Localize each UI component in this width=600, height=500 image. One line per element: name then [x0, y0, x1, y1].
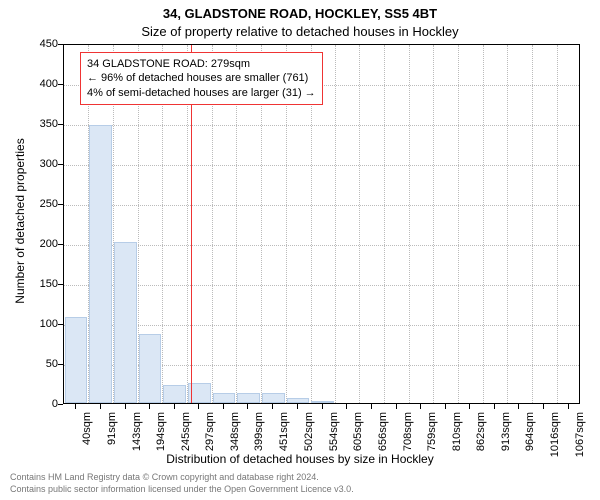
gridline-v	[384, 45, 385, 403]
gridline-h	[64, 165, 579, 166]
x-tick-label: 91sqm	[106, 412, 118, 462]
gridline-v	[409, 45, 410, 403]
y-tick-label: 350	[28, 118, 58, 130]
chart-container: 34, GLADSTONE ROAD, HOCKLEY, SS5 4BT Siz…	[0, 0, 600, 500]
x-tick-label: 708sqm	[402, 412, 414, 462]
bar	[287, 398, 310, 403]
gridline-v	[359, 45, 360, 403]
x-tick-mark	[75, 404, 76, 409]
y-tick-mark	[58, 364, 63, 365]
y-tick-mark	[58, 164, 63, 165]
y-tick-mark	[58, 84, 63, 85]
x-tick-label: 862sqm	[475, 412, 487, 462]
gridline-h	[64, 285, 579, 286]
bar	[311, 401, 334, 403]
bar	[163, 385, 186, 403]
x-tick-label: 759sqm	[426, 412, 438, 462]
chart-subtitle: Size of property relative to detached ho…	[0, 24, 600, 39]
x-tick-mark	[543, 404, 544, 409]
x-tick-mark	[125, 404, 126, 409]
x-tick-mark	[518, 404, 519, 409]
bar	[213, 393, 236, 403]
gridline-v	[557, 45, 558, 403]
x-tick-label: 810sqm	[451, 412, 463, 462]
bar	[89, 125, 112, 403]
gridline-h	[64, 325, 579, 326]
gridline-v	[458, 45, 459, 403]
x-tick-label: 554sqm	[328, 412, 340, 462]
y-axis-label: Number of detached properties	[13, 81, 27, 361]
x-tick-mark	[198, 404, 199, 409]
x-tick-mark	[272, 404, 273, 409]
y-tick-label: 200	[28, 238, 58, 250]
y-tick-label: 50	[28, 358, 58, 370]
y-tick-label: 0	[28, 398, 58, 410]
gridline-v	[433, 45, 434, 403]
y-tick-mark	[58, 284, 63, 285]
x-tick-label: 451sqm	[278, 412, 290, 462]
x-tick-label: 964sqm	[524, 412, 536, 462]
x-tick-label: 1016sqm	[549, 412, 561, 462]
x-tick-label: 297sqm	[204, 412, 216, 462]
y-tick-label: 250	[28, 198, 58, 210]
y-tick-label: 450	[28, 38, 58, 50]
x-tick-mark	[494, 404, 495, 409]
gridline-v	[532, 45, 533, 403]
x-tick-label: 913sqm	[500, 412, 512, 462]
annotation-box: 34 GLADSTONE ROAD: 279sqm← 96% of detach…	[80, 52, 323, 105]
x-tick-mark	[100, 404, 101, 409]
gridline-h	[64, 125, 579, 126]
x-tick-label: 399sqm	[253, 412, 265, 462]
x-tick-mark	[297, 404, 298, 409]
x-tick-label: 143sqm	[131, 412, 143, 462]
gridline-v	[335, 45, 336, 403]
gridline-h	[64, 245, 579, 246]
bar	[237, 393, 260, 403]
x-tick-label: 1067sqm	[574, 412, 586, 462]
bar	[139, 334, 162, 403]
gridline-v	[507, 45, 508, 403]
y-tick-label: 100	[28, 318, 58, 330]
x-tick-label: 656sqm	[377, 412, 389, 462]
y-tick-mark	[58, 404, 63, 405]
x-tick-label: 40sqm	[81, 412, 93, 462]
x-tick-mark	[346, 404, 347, 409]
footer-line-1: Contains HM Land Registry data © Crown c…	[10, 472, 319, 482]
x-tick-label: 605sqm	[352, 412, 364, 462]
x-tick-label: 194sqm	[155, 412, 167, 462]
x-tick-label: 502sqm	[303, 412, 315, 462]
x-tick-mark	[247, 404, 248, 409]
y-tick-label: 300	[28, 158, 58, 170]
x-tick-mark	[371, 404, 372, 409]
y-tick-label: 400	[28, 78, 58, 90]
y-tick-mark	[58, 324, 63, 325]
bar	[262, 393, 285, 403]
y-tick-mark	[58, 44, 63, 45]
bar	[65, 317, 88, 403]
x-tick-mark	[174, 404, 175, 409]
annotation-line: 4% of semi-detached houses are larger (3…	[87, 86, 316, 100]
x-tick-mark	[149, 404, 150, 409]
gridline-h	[64, 205, 579, 206]
y-tick-mark	[58, 204, 63, 205]
annotation-line: 34 GLADSTONE ROAD: 279sqm	[87, 57, 316, 71]
x-tick-mark	[568, 404, 569, 409]
y-tick-mark	[58, 124, 63, 125]
gridline-v	[483, 45, 484, 403]
bar	[114, 242, 137, 403]
y-tick-label: 150	[28, 278, 58, 290]
x-tick-mark	[396, 404, 397, 409]
x-tick-mark	[223, 404, 224, 409]
x-tick-mark	[322, 404, 323, 409]
x-tick-label: 348sqm	[229, 412, 241, 462]
x-tick-mark	[445, 404, 446, 409]
x-tick-mark	[469, 404, 470, 409]
y-tick-mark	[58, 244, 63, 245]
chart-title-address: 34, GLADSTONE ROAD, HOCKLEY, SS5 4BT	[0, 6, 600, 21]
annotation-line: ← 96% of detached houses are smaller (76…	[87, 71, 316, 85]
x-tick-mark	[420, 404, 421, 409]
footer-line-2: Contains public sector information licen…	[10, 484, 354, 494]
x-tick-label: 245sqm	[180, 412, 192, 462]
